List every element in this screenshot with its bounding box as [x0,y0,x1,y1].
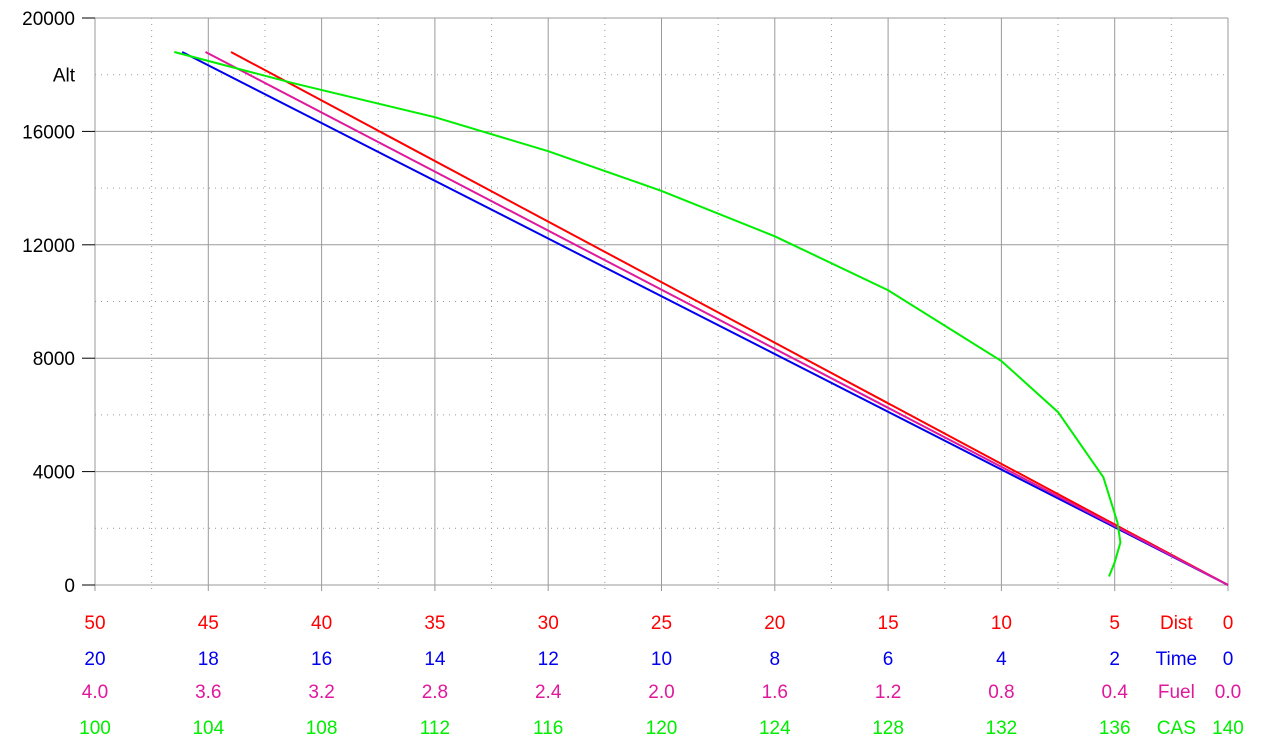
x-tick-label-cas: 104 [192,718,224,739]
x-axis-label-fuel: Fuel [1158,682,1195,703]
x-tick-label-dist: 50 [84,613,105,634]
x-tick-label-cas: 100 [79,718,111,739]
x-tick-label-dist: 25 [651,613,672,634]
x-tick-label-fuel: 0.4 [1101,682,1128,703]
x-tick-label-cas: 124 [759,718,791,739]
x-tick-label-time: 8 [770,649,781,670]
x-tick-label-dist: 20 [764,613,785,634]
x-tick-label-time: 20 [84,649,105,670]
x-tick-label-cas: 112 [420,718,450,739]
x-tick-label-time: 16 [311,649,332,670]
x-tick-label-fuel: 0.8 [988,682,1014,703]
x-tick-label-dist: 40 [311,613,332,634]
series-lines [174,51,1229,586]
series-line-fuel [205,51,1229,586]
x-tick-label-time: 10 [651,649,672,670]
x-tick-label-cas: 132 [986,718,1018,739]
series-line-dist [230,51,1229,586]
y-tick-label: 20000 [22,9,75,30]
x-tick-label-cas: 136 [1099,718,1131,739]
series-line-time [181,51,1229,586]
x-tick-label-time: 12 [538,649,559,670]
y-tick-label: 8000 [33,349,75,370]
x-tick-label-dist: 30 [538,613,559,634]
x-tick-label-dist: 45 [198,613,219,634]
x-tick-label-fuel: 2.4 [535,682,562,703]
x-tick-label-cas: 116 [533,718,563,739]
y-tick-label: 16000 [22,122,75,143]
x-axis-label-dist: Dist [1160,613,1193,634]
x-tick-label-cas: 140 [1212,718,1244,739]
y-axis: 0 4000 8000 12000 16000 20000 Alt [22,9,95,597]
x-tick-label-dist: 35 [424,613,445,634]
x-tick-label-fuel: 0.0 [1215,682,1241,703]
x-axis-label-time: Time [1156,649,1198,670]
x-tick-label-time: 14 [424,649,446,670]
grid [94,17,1229,591]
x-tick-label-time: 18 [198,649,219,670]
x-tick-label-time: 2 [1109,649,1120,670]
x-tick-label-fuel: 3.6 [195,682,221,703]
x-tick-label-time: 4 [996,649,1007,670]
x-tick-label-fuel: 2.0 [648,682,674,703]
y-tick-label: 4000 [33,463,75,484]
x-tick-label-time: 6 [883,649,894,670]
x-tick-label-dist: 10 [991,613,1012,634]
x-tick-label-cas: 128 [872,718,904,739]
x-tick-label-fuel: 3.2 [308,682,334,703]
x-tick-label-dist: 0 [1223,613,1234,634]
x-tick-label-fuel: 4.0 [82,682,108,703]
x-tick-label-fuel: 1.2 [875,682,901,703]
x-tick-label-cas: 108 [306,718,338,739]
x-tick-label-dist: 15 [878,613,899,634]
x-tick-label-dist: 5 [1109,613,1120,634]
x-tick-label-fuel: 1.6 [762,682,788,703]
y-tick-label: 12000 [22,236,75,257]
x-tick-label-cas: 120 [646,718,678,739]
x-tick-label-fuel: 2.8 [422,682,448,703]
y-axis-label: Alt [53,66,76,87]
series-line-cas [174,51,1122,577]
x-tick-label-time: 0 [1223,649,1234,670]
y-tick-label: 0 [64,576,75,597]
x-axis-label-cas: CAS [1157,718,1196,739]
